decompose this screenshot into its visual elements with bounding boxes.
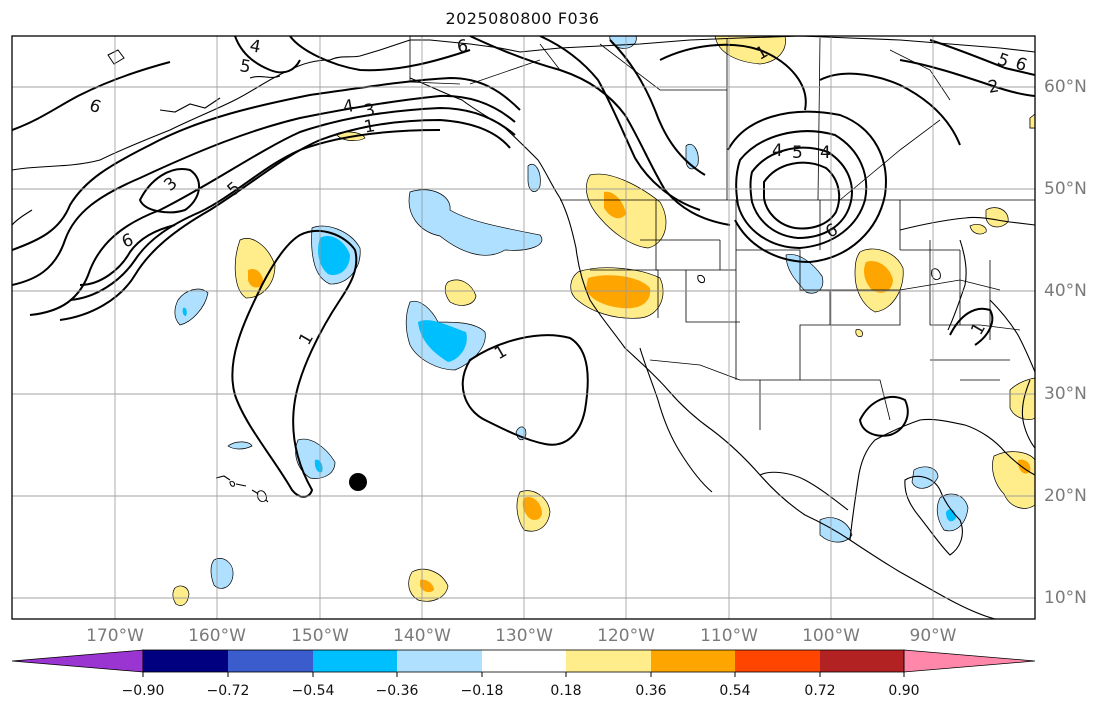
contour-label: 4 <box>342 96 356 118</box>
colorbar-segment <box>228 650 313 672</box>
colorbar-tick-label: 0.36 <box>635 683 667 699</box>
longitude-label: 160°W <box>188 626 246 646</box>
colorbar-tick-label: −0.72 <box>206 683 250 699</box>
longitude-label: 170°W <box>86 626 144 646</box>
contour-label: 3 <box>363 100 377 122</box>
map-title: 2025080800 F036 <box>445 9 600 28</box>
islands <box>107 49 941 503</box>
latitude-label: 60°N <box>1044 77 1087 97</box>
colorbar-tick-label: 0.18 <box>550 683 582 699</box>
contour-label: 6 <box>456 36 470 58</box>
contour-label: 1 <box>363 116 377 138</box>
colorbar-segment <box>482 650 566 672</box>
colorbar-extend-high <box>903 649 1036 673</box>
longitude-label: 100°W <box>802 626 860 646</box>
colorbar <box>11 649 1036 677</box>
longitude-label: 110°W <box>700 626 758 646</box>
contour-label: 4 <box>820 143 831 163</box>
contour-label: 4 <box>772 141 783 161</box>
latitude-label: 50°N <box>1044 179 1087 199</box>
contour-label: 6 <box>87 95 104 117</box>
colorbar-segment <box>143 650 228 672</box>
latitude-label: 10°N <box>1044 588 1087 608</box>
contour-label: 6 <box>119 230 136 252</box>
graticule <box>12 36 1035 619</box>
contour-label: 3 <box>160 173 181 195</box>
colorbar-tick-label: −0.36 <box>375 683 419 699</box>
contour-label: 5 <box>792 143 803 163</box>
contour-label: 5 <box>238 56 252 78</box>
latitude-label: 40°N <box>1044 281 1087 301</box>
latitude-label: 30°N <box>1044 384 1087 404</box>
contour-label: 1 <box>491 341 510 364</box>
colorbar-tick-label: 0.54 <box>719 683 751 699</box>
colorbar-segment <box>566 650 651 672</box>
negative-anomaly-medium <box>182 235 956 522</box>
colorbar-tick-label: 0.90 <box>888 683 920 699</box>
colorbar-segment <box>397 650 482 672</box>
contour-label: 4 <box>248 36 262 58</box>
longitude-label: 130°W <box>495 626 553 646</box>
colorbar-tick-label: −0.54 <box>291 683 335 699</box>
colorbar-segment <box>820 650 904 672</box>
longitude-label: 140°W <box>393 626 451 646</box>
colorbar-segment <box>735 650 820 672</box>
contour-label: 2 <box>987 76 1001 98</box>
coastlines <box>12 36 1035 619</box>
negative-anomaly-light <box>174 36 1035 589</box>
colorbar-segment <box>313 650 397 672</box>
colorbar-segment <box>651 650 735 672</box>
political-boundaries <box>409 36 1035 430</box>
positive-anomaly-medium <box>248 191 1031 593</box>
colorbar-tick-label: −0.90 <box>121 683 165 699</box>
map-frame <box>11 35 1036 620</box>
longitude-label: 150°W <box>291 626 349 646</box>
colorbar-tick-label: −0.18 <box>460 683 504 699</box>
longitude-label: 90°W <box>909 626 957 646</box>
colorbar-tick-label: 0.72 <box>804 683 836 699</box>
colorbar-extend-low <box>11 649 144 673</box>
longitude-label: 120°W <box>597 626 655 646</box>
latitude-label: 20°N <box>1044 486 1087 506</box>
